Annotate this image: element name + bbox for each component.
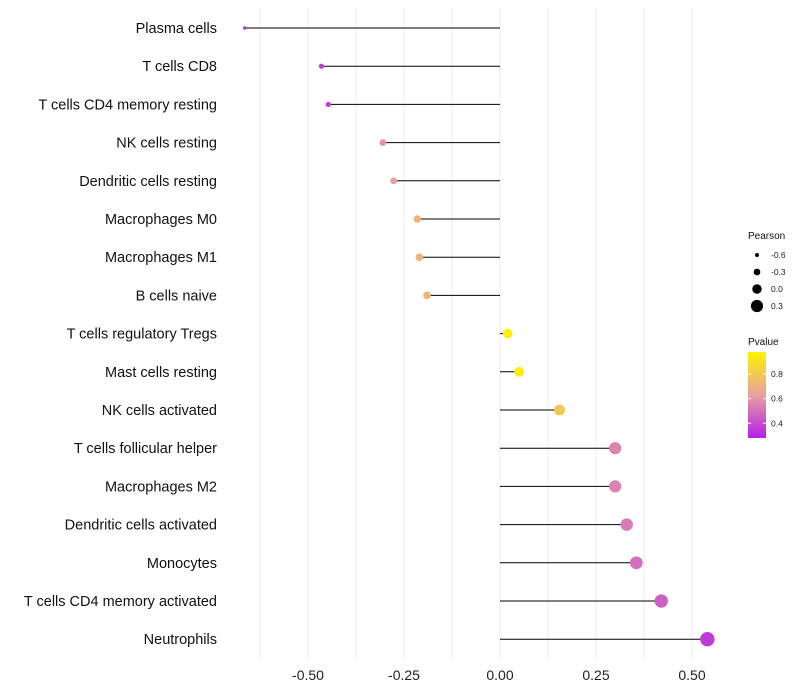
category-label: T cells CD8 [142,59,217,75]
lollipop-point [318,63,325,69]
pearson-legend-dot [752,284,762,294]
category-label: T cells CD4 memory resting [38,97,217,113]
pvalue-legend-label: 0.8 [771,369,783,379]
pearson-legend-dot [753,268,761,276]
lollipop-point [390,177,398,185]
pearson-legend-title: Pearson [748,231,785,242]
grid-lines [259,8,693,660]
lollipop-point [654,594,668,608]
lollipop-point [242,26,247,30]
pearson-legend-dot [755,253,759,257]
lollipop-point [629,556,643,570]
pearson-legend-dot [750,299,764,313]
pvalue-colorbar [748,352,766,438]
pearson-legend-label: -0.3 [771,267,786,277]
category-label: Macrophages M1 [105,250,217,266]
lollipop-points [242,26,715,647]
category-label: B cells naive [136,288,217,304]
lollipop-point [502,328,513,339]
category-label: Dendritic cells resting [79,174,217,190]
lollipop-point [413,215,422,223]
lollipop-point [609,442,622,455]
x-tick-label: 0.50 [678,667,705,683]
x-tick-label: 0.00 [486,667,513,683]
category-labels: Plasma cells T cells CD8 T cells CD4 memor… [24,21,217,648]
lollipop-point [620,518,633,531]
category-label: Plasma cells [136,21,217,37]
category-label: T cells CD4 memory activated [24,594,217,610]
pvalue-color-legend: Pvalue 0.8 0.6 0.4 [748,337,783,438]
category-label: Monocytes [147,556,217,572]
lollipop-point [379,139,387,146]
category-label: NK cells activated [102,403,217,419]
category-label: T cells follicular helper [74,441,217,457]
lollipop-point [609,480,622,493]
pearson-legend-label: 0.3 [771,301,783,311]
pvalue-legend-title: Pvalue [748,337,779,348]
lollipop-point [415,253,424,261]
category-label: T cells regulatory Tregs [67,327,217,343]
x-tick-label: -0.25 [388,667,420,683]
lollipop-point [423,291,431,300]
x-tick-label: 0.25 [582,667,609,683]
category-label: Mast cells resting [105,365,217,381]
pvalue-legend-label: 0.6 [771,394,783,404]
category-label: Macrophages M0 [105,212,217,228]
category-label: Macrophages M2 [105,479,217,495]
lollipop-point [514,366,525,377]
x-tick-label: -0.50 [292,667,324,683]
category-label: NK cells resting [116,136,217,152]
lollipop-point [554,404,565,416]
pearson-legend-label: -0.6 [771,250,786,260]
pvalue-legend-label: 0.4 [771,418,783,428]
category-label: Dendritic cells activated [65,518,217,534]
lollipop-point [325,101,332,108]
lollipop-stems [244,27,708,640]
lollipop-point [700,631,715,647]
category-label: Neutrophils [144,632,217,648]
pearson-size-legend: Pearson -0.6 -0.3 0.0 0.3 [748,231,786,313]
pearson-legend-label: 0.0 [771,284,783,294]
x-axis-ticks: -0.50 -0.25 0.00 0.25 0.50 [292,667,706,683]
